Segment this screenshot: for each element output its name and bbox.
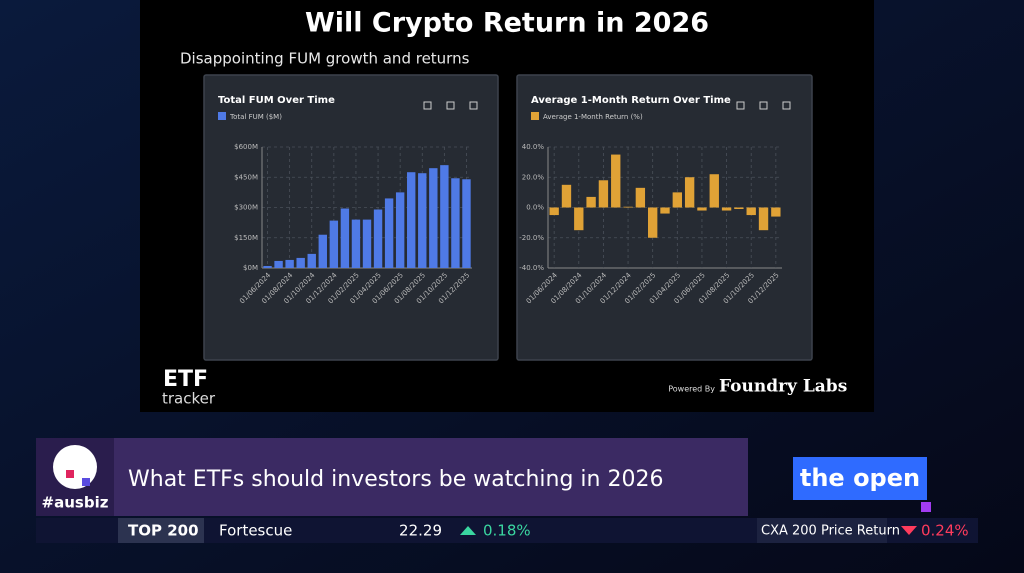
toolbar-icon (782, 101, 791, 110)
bar (648, 207, 658, 238)
y-tick-label: 40.0% (522, 143, 545, 151)
bar (307, 253, 316, 268)
bar (263, 265, 272, 268)
y-tick-label: $150M (234, 234, 258, 242)
toolbar-icon (446, 101, 455, 110)
bar (451, 178, 460, 268)
show-pixel (921, 502, 931, 512)
powered-by: Powered By (668, 385, 715, 394)
slide-subtitle: Disappointing FUM growth and returns (180, 50, 470, 68)
chart-title: Total FUM Over Time (218, 95, 335, 106)
bar (623, 206, 633, 208)
ticker-change: 0.18% (483, 522, 531, 540)
toolbar-icon (469, 101, 478, 110)
bar (395, 192, 405, 268)
bar (684, 177, 695, 208)
toolbar-icon (736, 101, 745, 110)
bar (697, 207, 707, 211)
headline: What ETFs should investors be watching i… (128, 467, 663, 492)
bar (384, 198, 394, 268)
bar (574, 207, 584, 231)
bar (721, 207, 732, 211)
bar (440, 165, 449, 268)
bar (746, 207, 756, 216)
bar (373, 209, 383, 268)
y-tick-label: 20.0% (522, 173, 545, 181)
ticker-price: 22.29 (399, 522, 442, 540)
show-name: the open (800, 464, 920, 492)
bar (418, 173, 427, 268)
y-tick-label: -40.0% (519, 264, 544, 272)
logo-pixel (66, 470, 74, 478)
bar (549, 207, 559, 216)
y-tick-label: -20.0% (519, 234, 544, 242)
y-tick-label: $300M (234, 204, 258, 212)
bar (274, 260, 283, 268)
bar (462, 179, 471, 268)
brand-bottom: tracker (162, 390, 216, 408)
bar (340, 208, 350, 268)
bar (598, 180, 609, 208)
ticker-change2: 0.24% (921, 522, 969, 540)
legend-label: Total FUM ($M) (229, 113, 282, 121)
charts: Total FUM Over Time Total FUM ($M) $0M $150… (203, 74, 813, 361)
bar (561, 184, 572, 208)
bar (611, 154, 621, 208)
bar (351, 219, 361, 268)
y-tick-label: $600M (234, 143, 258, 151)
y-tick-label: $450M (234, 173, 258, 181)
chart-panel (203, 74, 499, 361)
ticker-stock: Fortescue (219, 522, 292, 540)
brand-top: ETF (163, 367, 208, 392)
ticker-index2: CXA 200 Price Return (761, 524, 900, 539)
ticker-index: TOP 200 (128, 522, 199, 540)
bar (329, 220, 339, 268)
logo-icon (53, 445, 97, 489)
ticker-index-box (118, 518, 204, 543)
logo-pixel (82, 478, 90, 486)
bar (672, 192, 682, 208)
chart-panel (516, 74, 813, 361)
bar (362, 219, 372, 268)
legend-swatch (531, 112, 539, 120)
up-arrow (460, 526, 476, 535)
bar (318, 234, 327, 268)
legend-label: Average 1-Month Return (%) (543, 113, 643, 121)
bar (586, 196, 596, 208)
logo-text: #ausbiz (42, 494, 109, 512)
banner (36, 438, 748, 516)
bar (407, 172, 416, 268)
slide-title: Will Crypto Return in 2026 (305, 8, 709, 39)
bar (635, 187, 646, 208)
ticker-index2-box (757, 518, 887, 543)
sponsor: Foundry Labs (719, 377, 847, 397)
bar (285, 259, 294, 268)
show-box (793, 457, 927, 500)
bar (734, 207, 744, 210)
legend-swatch (218, 112, 226, 120)
bar (758, 207, 769, 231)
bar (709, 174, 719, 208)
y-tick-label: 0.0% (526, 204, 544, 212)
y-tick-label: $0M (243, 264, 258, 272)
bar (296, 257, 305, 268)
down-arrow (901, 526, 917, 535)
chart-title: Average 1-Month Return Over Time (531, 95, 731, 106)
bar (429, 168, 438, 268)
bar (771, 207, 781, 217)
bar (660, 207, 670, 214)
toolbar-icon (759, 101, 768, 110)
toolbar-icon (423, 101, 432, 110)
